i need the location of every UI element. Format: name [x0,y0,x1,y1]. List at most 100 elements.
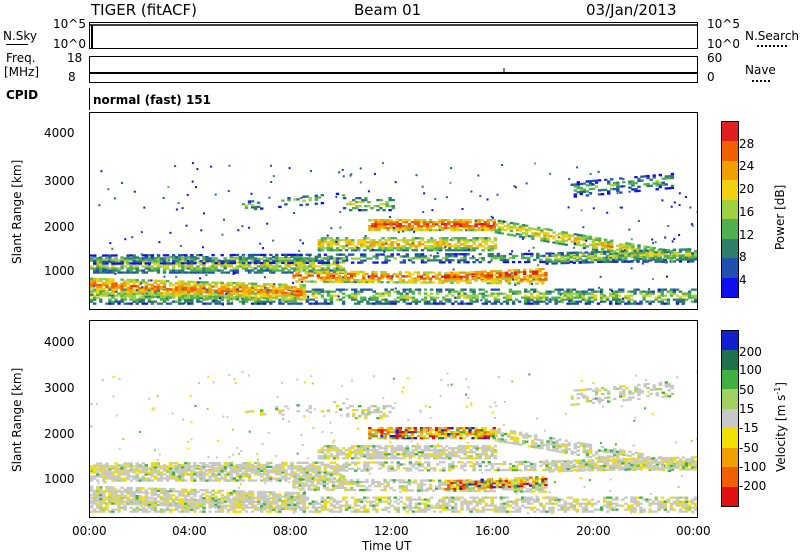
heatmap-cell [621,206,623,209]
heatmap-cell [639,292,643,295]
heatmap-cell [329,241,334,244]
heatmap-cell [543,239,547,243]
heatmap-cell [521,254,525,258]
heatmap-cell [387,290,391,293]
heatmap-cell [99,287,103,291]
heatmap-cell [499,256,504,260]
heatmap-cell [569,288,573,291]
heatmap-cell [478,498,482,501]
heatmap-cell [388,197,392,200]
heatmap-cell [423,241,428,244]
heatmap-cell [387,239,391,242]
heatmap-cell [610,249,614,252]
heatmap-cell [153,508,158,511]
heatmap-cell [349,209,353,212]
heatmap-cell [388,199,392,202]
heatmap-cell [369,288,373,291]
heatmap-cell [393,247,397,250]
heatmap-cell [378,294,382,297]
heatmap-cell [195,186,197,189]
heatmap-cell [291,286,293,289]
heatmap-cell [290,263,294,266]
heatmap-cell [293,291,297,295]
heatmap-cell [126,254,130,257]
heatmap-cell [585,245,590,248]
heatmap-cell [413,281,418,284]
heatmap-cell [184,298,188,301]
heatmap-cell [244,498,249,501]
heatmap-cell [140,253,143,256]
heatmap-cell [494,231,499,234]
heatmap-cell [184,300,188,303]
heatmap-cell [428,229,433,232]
heatmap-cell [229,257,233,261]
heatmap-cell [613,183,617,187]
heatmap-cell [615,296,619,299]
heatmap-cell [389,275,393,278]
heatmap-cell [539,296,543,299]
heatmap-cell [390,253,394,256]
heatmap-cell [369,502,373,505]
heatmap-cell [645,294,649,297]
heatmap-cell [532,270,536,273]
heatmap-cell [585,190,590,193]
heatmap-cell [413,229,418,232]
heatmap-cell [229,259,233,263]
heatmap-cell [539,300,543,303]
heatmap-cell [457,296,461,299]
heatmap-cell [361,201,365,204]
heatmap-cell [566,506,570,509]
heatmap-cell [144,283,148,286]
heatmap-cell [150,267,155,270]
heatmap-cell [483,277,487,281]
heatmap-cell [431,271,436,274]
heatmap-cell [472,243,476,246]
heatmap-cell [193,271,197,274]
power-cbar-label: Power [dB] [773,184,787,250]
heatmap-cell [308,263,312,266]
heatmap-cell [486,227,490,230]
heatmap-cell [292,276,296,279]
heatmap-cell [527,502,531,505]
heatmap-cell [181,298,185,301]
heatmap-cell [521,498,525,501]
heatmap-cell [278,257,282,261]
heatmap-cell [486,278,490,281]
heatmap-cell [557,290,561,293]
heatmap-cell [238,296,243,299]
heatmap-cell [551,252,555,255]
heatmap-cell [329,296,334,299]
heatmap-cell [593,257,598,260]
heatmap-cell [563,508,567,511]
heatmap-cell [433,247,437,250]
heatmap-cell [591,240,596,243]
heatmap-cell [572,296,576,299]
heatmap-cell [384,302,388,305]
heatmap-cell [193,284,197,288]
heatmap-cell [542,496,546,499]
heatmap-cell [335,237,340,240]
heatmap-cell [566,261,570,265]
heatmap-cell [335,253,340,256]
heatmap-cell [460,502,464,505]
heatmap-cell [514,502,519,505]
freq-right-tick-top: 60 [707,51,723,65]
heatmap-cell [573,239,577,242]
heatmap-cell [168,294,173,297]
heatmap-cell [317,255,321,258]
heatmap-cell [278,294,282,297]
heatmap-cell [567,234,571,237]
heatmap-cell [690,258,695,261]
heatmap-cell [480,227,484,230]
heatmap-cell [481,508,485,511]
heatmap-cell [366,500,370,503]
heatmap-cell [422,281,427,284]
heatmap-cell [631,247,635,250]
heatmap-cell [296,261,300,264]
heatmap-cell [484,298,488,301]
heatmap-cell [256,290,261,294]
heatmap-cell [379,199,383,202]
heatmap-cell [499,498,504,501]
heatmap-cell [475,259,479,262]
heatmap-cell [376,199,380,202]
